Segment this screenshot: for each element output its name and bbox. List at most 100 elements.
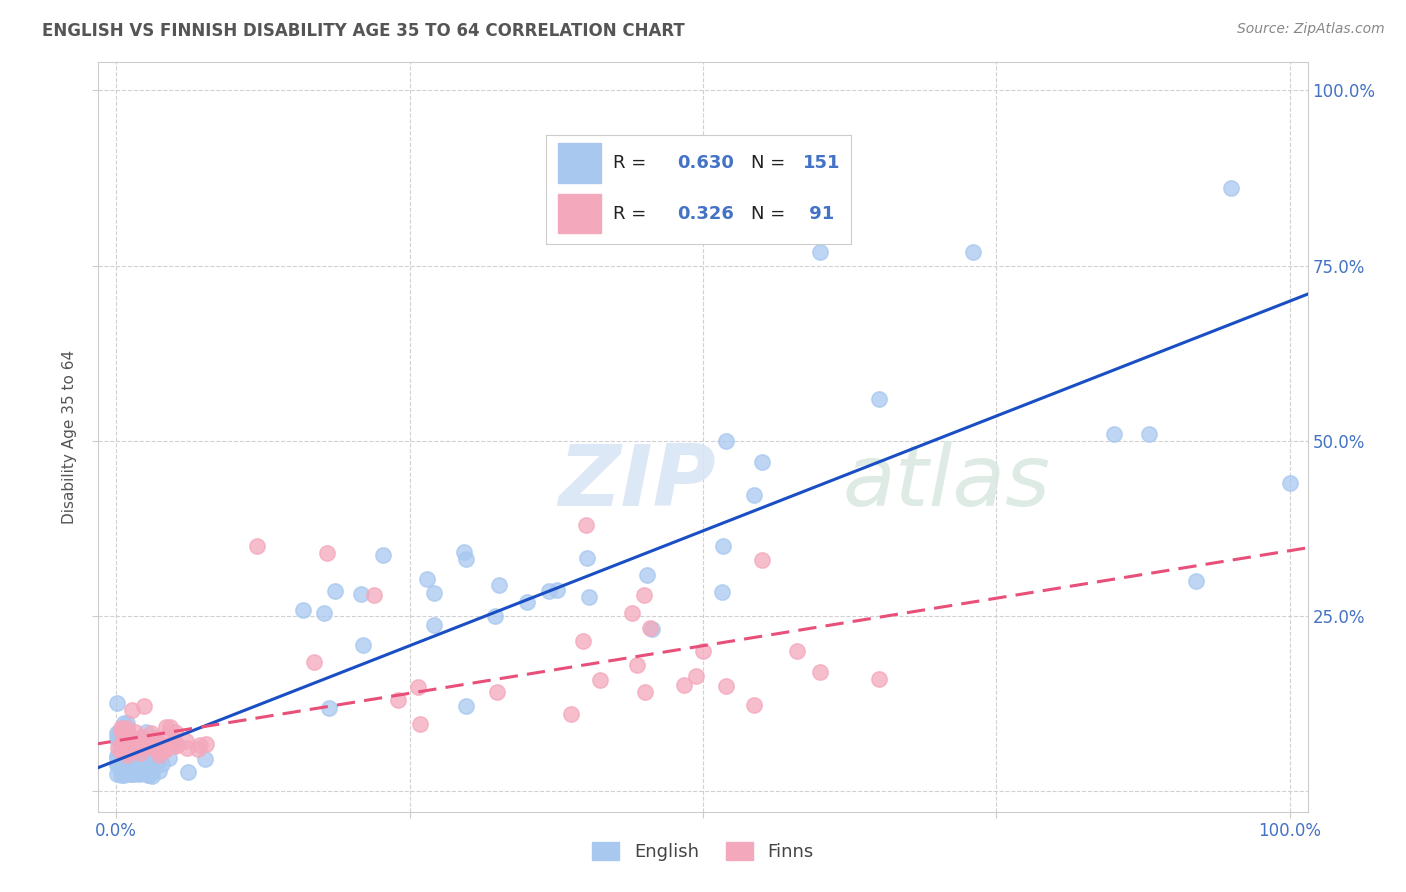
Text: 0.326: 0.326 xyxy=(678,204,734,223)
Point xyxy=(110,725,132,739)
Point xyxy=(159,738,181,752)
Text: ENGLISH VS FINNISH DISABILITY AGE 35 TO 64 CORRELATION CHART: ENGLISH VS FINNISH DISABILITY AGE 35 TO … xyxy=(42,22,685,40)
Text: R =: R = xyxy=(613,154,652,172)
Point xyxy=(387,692,409,706)
Point xyxy=(111,744,134,758)
Point xyxy=(117,721,139,735)
Point xyxy=(117,743,139,757)
Bar xyxy=(558,144,602,183)
Point xyxy=(129,747,152,762)
Point xyxy=(110,744,132,758)
Point xyxy=(1102,426,1125,441)
Point xyxy=(692,643,714,657)
Point xyxy=(121,741,143,756)
Text: R =: R = xyxy=(613,204,652,223)
Point xyxy=(143,740,166,755)
Point xyxy=(120,756,142,770)
Point xyxy=(107,735,129,749)
Point xyxy=(132,748,155,763)
Point xyxy=(572,634,595,648)
Point xyxy=(139,725,162,739)
Point xyxy=(111,722,134,736)
Point xyxy=(516,595,538,609)
Point xyxy=(115,759,138,773)
Point xyxy=(155,720,177,734)
Point xyxy=(423,618,446,632)
Point xyxy=(174,734,197,748)
Point xyxy=(115,745,138,759)
Point xyxy=(163,739,186,753)
Point xyxy=(636,568,658,582)
Point xyxy=(114,744,136,758)
Point xyxy=(105,750,128,764)
Point xyxy=(105,758,128,772)
Point xyxy=(246,539,269,553)
Point xyxy=(105,696,128,710)
Point xyxy=(589,673,612,688)
Point xyxy=(641,622,664,636)
Point xyxy=(808,665,831,679)
Point xyxy=(352,638,374,652)
Point xyxy=(145,734,167,748)
Point xyxy=(118,758,141,772)
Point xyxy=(112,767,135,781)
Point xyxy=(107,726,129,740)
Point xyxy=(111,758,134,772)
Text: N =: N = xyxy=(751,204,790,223)
Point xyxy=(112,764,135,778)
Point xyxy=(115,759,138,773)
Point xyxy=(363,588,385,602)
Point xyxy=(108,751,131,765)
Point xyxy=(118,739,141,754)
Point xyxy=(546,582,568,597)
Point xyxy=(120,744,142,758)
Point xyxy=(121,741,143,756)
Point xyxy=(115,760,138,774)
Point xyxy=(350,587,373,601)
Point xyxy=(138,768,160,782)
Point xyxy=(105,766,128,780)
Point xyxy=(323,584,346,599)
Point xyxy=(808,244,831,259)
Point xyxy=(120,753,142,767)
Point xyxy=(120,767,142,781)
Point xyxy=(134,699,156,714)
Point xyxy=(146,738,169,752)
Point xyxy=(711,539,734,553)
Point xyxy=(423,586,446,600)
Point xyxy=(121,732,143,747)
Point xyxy=(141,764,163,779)
Point xyxy=(136,764,159,779)
Point xyxy=(112,752,135,766)
Point xyxy=(122,755,145,769)
Point xyxy=(150,738,173,752)
Point xyxy=(143,756,166,770)
Point xyxy=(121,753,143,767)
Point xyxy=(118,731,141,745)
Point xyxy=(415,572,437,586)
Point xyxy=(145,738,167,752)
Point xyxy=(115,715,138,730)
Point xyxy=(110,755,132,769)
Point xyxy=(488,577,510,591)
Point xyxy=(127,764,149,779)
Point xyxy=(110,747,132,761)
Point xyxy=(157,726,180,740)
Point xyxy=(316,546,339,560)
Point xyxy=(716,434,738,448)
Point xyxy=(371,548,394,562)
Point xyxy=(148,764,170,778)
Point xyxy=(163,733,186,747)
Point xyxy=(105,756,128,770)
Point xyxy=(110,754,132,768)
Point xyxy=(121,744,143,758)
Point xyxy=(560,707,582,722)
Point xyxy=(107,747,129,762)
Legend: English, Finns: English, Finns xyxy=(583,833,823,870)
Point xyxy=(138,767,160,781)
Point xyxy=(132,758,155,772)
Point xyxy=(453,544,475,558)
Point xyxy=(117,734,139,748)
Point xyxy=(128,761,150,775)
Point xyxy=(122,758,145,772)
